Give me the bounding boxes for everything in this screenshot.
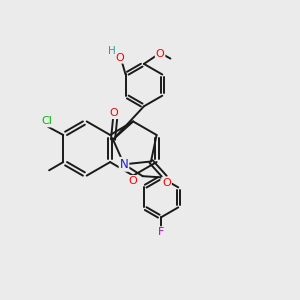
Text: O: O: [115, 53, 124, 63]
Text: H: H: [108, 46, 116, 56]
Text: O: O: [109, 108, 118, 118]
Text: F: F: [158, 227, 164, 237]
Text: O: O: [156, 50, 164, 59]
Text: Cl: Cl: [41, 116, 52, 126]
Text: O: O: [129, 176, 137, 186]
Text: N: N: [120, 158, 128, 171]
Text: O: O: [162, 178, 171, 188]
